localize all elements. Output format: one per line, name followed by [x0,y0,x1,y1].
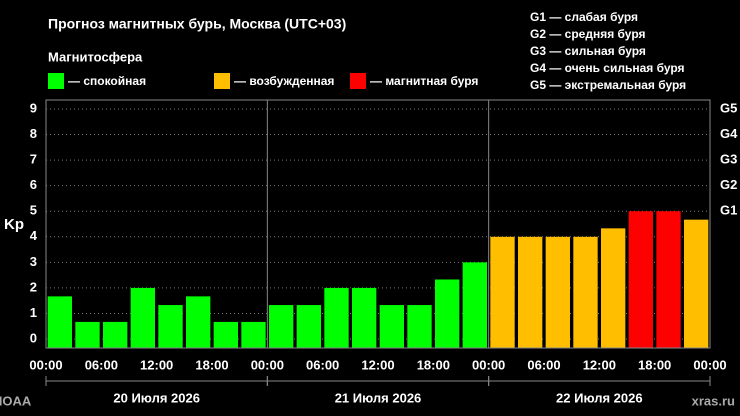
x-tick-label: 06:00 [527,357,560,372]
y2-tick-label: G5 [720,100,737,115]
plot-frame [45,99,711,349]
bar [517,236,543,348]
x-tick-label: 00:00 [472,357,505,372]
bar [102,321,128,348]
legend-title: Магнитосфера [48,49,143,64]
y-tick-label: 9 [30,100,37,115]
x-tick-label: 18:00 [638,357,671,372]
x-tick-label: 18:00 [195,357,228,372]
bar [434,279,460,348]
y-tick-label: 1 [30,305,37,320]
x-tick-label: 12:00 [583,357,616,372]
y-tick-label: 5 [30,203,37,218]
legend-swatch [48,73,64,89]
y-tick-label: 3 [30,254,37,269]
scale-legend-item: G1 — слабая буря [530,10,638,24]
bar [407,305,432,348]
y2-tick-label: G3 [720,152,737,167]
bar [600,228,626,348]
y-tick-label: 0 [30,330,37,345]
y-tick-label: 2 [30,279,37,294]
bar [185,296,211,348]
source: NOAA [0,393,32,408]
bar [241,321,266,348]
y-tick-label: 4 [30,228,38,243]
legend-swatch [350,73,366,89]
bar [490,236,515,348]
scale-legend-item: G2 — средняя буря [530,27,646,41]
bar [130,287,156,348]
bar [158,305,183,348]
bar [324,287,349,348]
x-tick-label: 12:00 [361,357,394,372]
x-tick-label: 06:00 [85,357,118,372]
legend-label: — магнитная буря [370,74,478,88]
x-tick-label: 00:00 [251,357,284,372]
bar [573,236,598,348]
legend-label: — спокойная [68,74,146,88]
bar [268,305,294,348]
x-tick-label: 00:00 [29,357,62,372]
scale-legend-item: G3 — сильная буря [530,44,646,58]
bar [683,219,709,348]
y2-tick-label: G2 [720,177,737,192]
site: xras.ru [692,393,735,408]
bar [213,321,239,348]
y-tick-label: 7 [30,152,37,167]
chart-title: Прогноз магнитных бурь, Москва (UTC+03) [48,16,346,32]
y2-tick-label: G1 [720,203,737,218]
x-tick-label: 06:00 [306,357,339,372]
bar [628,211,654,348]
bar [296,305,322,348]
x-tick-label: 12:00 [140,357,173,372]
day-label: 21 Июля 2026 [335,390,422,405]
x-tick-label: 00:00 [693,357,726,372]
bar [656,211,681,348]
y-tick-label: 8 [30,126,37,141]
scale-legend-item: G5 — экстремальная буря [530,78,686,92]
legend-swatch [214,73,230,89]
legend-label: — возбужденная [234,74,334,88]
bar [75,321,100,348]
bar [351,287,377,348]
bar [462,262,488,348]
y-tick-label: 6 [30,177,37,192]
day-label: 20 Июля 2026 [113,390,200,405]
bar [47,296,73,348]
scale-legend-item: G4 — очень сильная буря [530,61,685,75]
bar [545,236,571,348]
bar [379,305,405,348]
x-tick-label: 18:00 [417,357,450,372]
y2-tick-label: G4 [720,126,738,141]
day-label: 22 Июля 2026 [556,390,643,405]
y-axis-label: Kp [4,216,24,233]
